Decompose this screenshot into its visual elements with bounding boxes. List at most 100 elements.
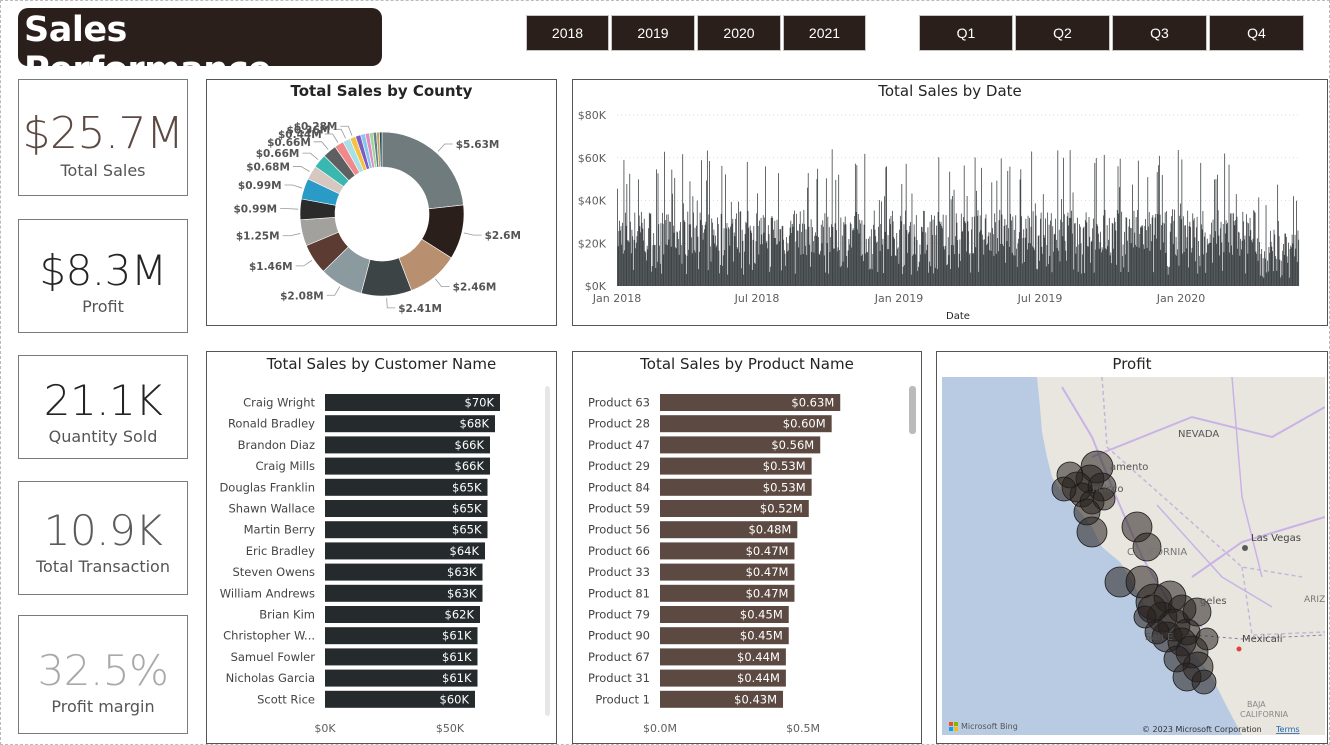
date-bar[interactable] xyxy=(1255,251,1257,286)
date-bar[interactable] xyxy=(953,189,955,286)
date-bar[interactable] xyxy=(618,231,620,286)
date-bar[interactable] xyxy=(847,250,849,286)
date-bar[interactable] xyxy=(923,211,925,286)
date-bar[interactable] xyxy=(1116,264,1117,286)
date-bar[interactable] xyxy=(839,250,840,286)
bar[interactable] xyxy=(325,500,488,517)
date-bar[interactable] xyxy=(1055,239,1057,286)
date-bar[interactable] xyxy=(1171,216,1173,286)
date-bar[interactable] xyxy=(968,254,970,286)
date-bar[interactable] xyxy=(1214,231,1216,286)
date-bar[interactable] xyxy=(941,225,943,286)
date-bar[interactable] xyxy=(1276,270,1278,286)
date-bar[interactable] xyxy=(1117,166,1119,286)
date-bar[interactable] xyxy=(1103,154,1105,286)
date-bar[interactable] xyxy=(1232,254,1234,286)
date-bar[interactable] xyxy=(1271,246,1273,286)
date-bar[interactable] xyxy=(759,244,761,286)
date-bar[interactable] xyxy=(1063,214,1065,286)
date-bar[interactable] xyxy=(1201,224,1202,286)
date-bar[interactable] xyxy=(629,173,631,286)
date-bar[interactable] xyxy=(751,232,753,286)
date-bar[interactable] xyxy=(1091,240,1093,286)
date-bar[interactable] xyxy=(944,245,946,286)
date-bar[interactable] xyxy=(1172,244,1174,286)
date-bar[interactable] xyxy=(677,239,679,286)
date-bar[interactable] xyxy=(1055,218,1057,286)
date-bar[interactable] xyxy=(714,235,716,286)
date-bar[interactable] xyxy=(698,251,700,286)
date-bar[interactable] xyxy=(1099,242,1101,286)
date-bar[interactable] xyxy=(1238,232,1240,286)
date-bar[interactable] xyxy=(1016,266,1018,286)
date-bar[interactable] xyxy=(1131,228,1133,286)
date-bar[interactable] xyxy=(884,231,886,286)
date-bar[interactable] xyxy=(700,220,702,286)
date-bar[interactable] xyxy=(861,220,863,286)
date-bar[interactable] xyxy=(938,157,940,286)
date-bar[interactable] xyxy=(1030,226,1032,286)
date-bar[interactable] xyxy=(949,171,951,286)
profit-bubble[interactable] xyxy=(1076,516,1108,548)
date-bar[interactable] xyxy=(1142,225,1144,286)
year-slicer-2018[interactable]: 2018 xyxy=(526,15,609,51)
date-bar[interactable] xyxy=(947,264,948,286)
date-bar[interactable] xyxy=(916,240,918,286)
sales-by-date-chart[interactable]: $0K $20K $40K $60K $80K Jan 2018 Jul 2018 Jan 2… xyxy=(573,80,1327,325)
date-bar[interactable] xyxy=(817,168,819,286)
date-bar[interactable] xyxy=(1176,255,1178,286)
date-bar[interactable] xyxy=(659,263,661,286)
date-bar[interactable] xyxy=(1201,229,1203,286)
date-bar[interactable] xyxy=(1226,224,1228,286)
date-bar[interactable] xyxy=(868,269,870,286)
date-bar[interactable] xyxy=(1006,241,1008,286)
date-bar[interactable] xyxy=(838,174,840,286)
date-bar[interactable] xyxy=(760,217,762,286)
date-bar[interactable] xyxy=(1012,216,1014,286)
date-bar[interactable] xyxy=(844,216,846,286)
date-bar[interactable] xyxy=(791,223,793,286)
date-bar[interactable] xyxy=(1217,174,1218,286)
date-bar[interactable] xyxy=(955,213,957,286)
date-bar[interactable] xyxy=(1041,246,1043,286)
date-bar[interactable] xyxy=(1084,272,1086,286)
date-bar[interactable] xyxy=(786,237,787,286)
date-bar[interactable] xyxy=(1162,222,1164,286)
date-bar[interactable] xyxy=(1139,233,1141,286)
date-bar[interactable] xyxy=(995,253,997,286)
date-bar[interactable] xyxy=(1007,170,1009,286)
date-bar[interactable] xyxy=(1174,209,1176,286)
date-bar[interactable] xyxy=(764,217,766,286)
date-bar[interactable] xyxy=(1190,226,1191,286)
date-bar[interactable] xyxy=(1249,217,1251,286)
date-bar[interactable] xyxy=(712,235,714,286)
profit-bubble[interactable] xyxy=(1133,605,1157,629)
date-bar[interactable] xyxy=(1082,254,1083,286)
date-bar[interactable] xyxy=(742,240,744,286)
date-bar[interactable] xyxy=(1066,216,1068,286)
date-bar[interactable] xyxy=(719,273,721,286)
date-bar[interactable] xyxy=(1036,268,1038,286)
date-bar[interactable] xyxy=(736,247,738,286)
date-bar[interactable] xyxy=(909,225,911,286)
date-bar[interactable] xyxy=(986,244,988,286)
date-bar[interactable] xyxy=(801,231,803,286)
date-bar[interactable] xyxy=(1251,242,1253,286)
date-bar[interactable] xyxy=(963,165,965,286)
date-bar[interactable] xyxy=(1180,219,1182,286)
date-bar[interactable] xyxy=(1208,243,1210,286)
date-bar[interactable] xyxy=(784,253,786,286)
date-bar[interactable] xyxy=(1138,247,1140,286)
date-bar[interactable] xyxy=(738,252,740,286)
date-bar[interactable] xyxy=(1206,252,1207,286)
date-bar[interactable] xyxy=(1156,172,1158,286)
date-bar[interactable] xyxy=(1011,252,1013,286)
date-bar[interactable] xyxy=(738,201,739,286)
date-bar[interactable] xyxy=(1136,246,1138,286)
date-bar[interactable] xyxy=(791,232,792,286)
date-bar[interactable] xyxy=(1285,236,1287,286)
date-bar[interactable] xyxy=(617,246,619,286)
date-bar[interactable] xyxy=(656,169,657,286)
date-bar[interactable] xyxy=(1269,230,1271,286)
date-bar[interactable] xyxy=(1268,246,1270,286)
